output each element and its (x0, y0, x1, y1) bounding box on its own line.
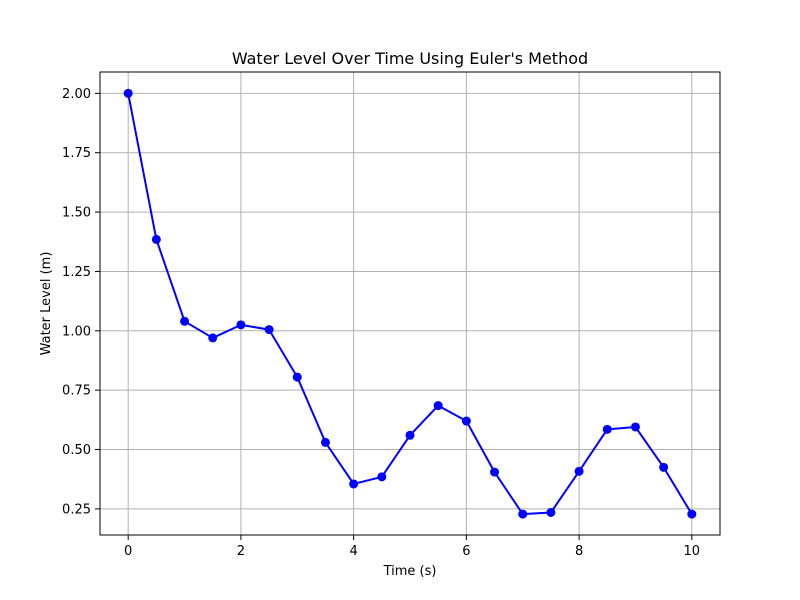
y-tick-label: 1.75 (62, 146, 91, 161)
x-tick-label: 2 (237, 544, 245, 559)
data-point (490, 467, 500, 477)
data-point (320, 437, 330, 447)
data-point (377, 472, 387, 482)
data-point (433, 401, 443, 411)
y-tick-label: 0.50 (62, 443, 91, 458)
x-tick-label: 6 (462, 544, 470, 559)
data-point (630, 422, 640, 432)
data-point (461, 416, 471, 426)
data-point (574, 466, 584, 476)
data-point (659, 462, 669, 472)
x-axis-label: Time (s) (383, 564, 437, 579)
data-point (208, 333, 218, 343)
y-axis-label: Water Level (m) (39, 252, 54, 356)
data-point (123, 88, 133, 98)
x-tick-label: 4 (349, 544, 357, 559)
y-tick-label: 1.50 (62, 206, 91, 221)
data-point (236, 320, 246, 330)
y-tick-label: 1.00 (62, 324, 91, 339)
x-tick-label: 8 (575, 544, 583, 559)
data-point (518, 509, 528, 519)
grid (100, 72, 720, 535)
data-point (151, 234, 161, 244)
y-tick-label: 1.25 (62, 265, 91, 280)
series-layer (123, 88, 697, 519)
x-tick-label: 10 (684, 544, 701, 559)
y-tick-label: 2.00 (62, 87, 91, 102)
x-tick-label: 0 (124, 544, 132, 559)
data-point (546, 507, 556, 517)
y-tick-label: 0.25 (62, 502, 91, 517)
plot-area-frame (99, 71, 721, 536)
data-point (687, 509, 697, 519)
chart-title: Water Level Over Time Using Euler's Meth… (232, 49, 588, 68)
data-point (292, 372, 302, 382)
y-tick-label: 0.75 (62, 384, 91, 399)
data-point (180, 316, 190, 326)
axis-ticks: 0 2 4 6 8 10 0.25 0.50 0.75 1.00 1.25 1.50 1.75 2.00 (62, 87, 700, 559)
data-point (264, 325, 274, 335)
data-point (405, 430, 415, 440)
data-point (602, 424, 612, 434)
data-point (349, 479, 359, 489)
